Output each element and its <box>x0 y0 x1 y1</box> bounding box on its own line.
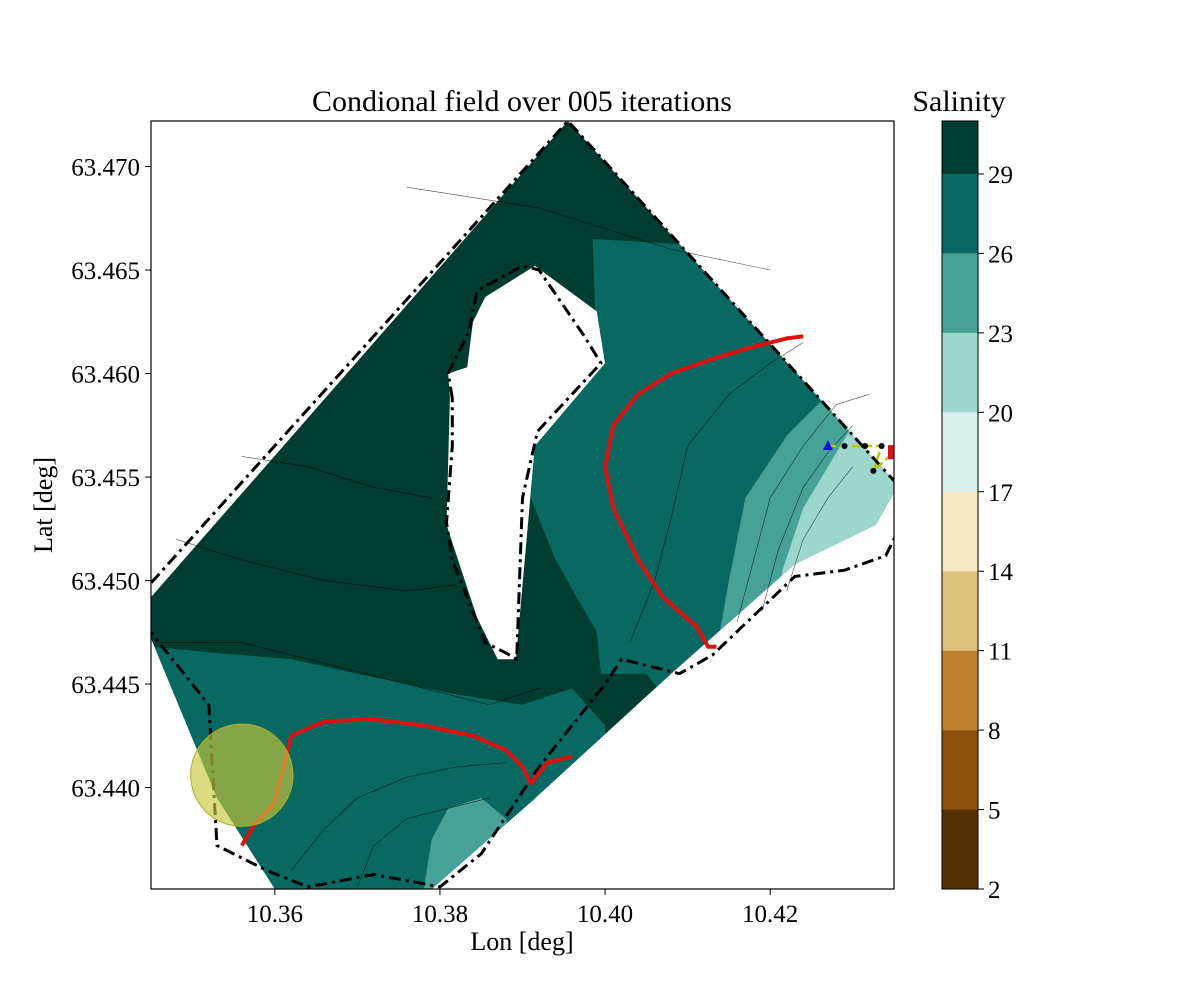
colorbar-label: Salinity <box>912 85 1005 118</box>
isoline-9 <box>406 186 771 271</box>
trajectory <box>822 440 894 475</box>
field-regions <box>151 121 894 889</box>
colorbar: 2 5 8 11 14 17 20 23 26 29 <box>941 120 1014 904</box>
x-tick-label-0: 10.36 <box>247 901 303 928</box>
colorbar-level-5 <box>942 412 978 492</box>
isoline-5 <box>357 797 490 888</box>
colorbar-level-8 <box>942 173 978 254</box>
x-axis-label: Lon [deg] <box>470 927 573 956</box>
y-tick-label-0: 63.440 <box>71 776 140 803</box>
colorbar-tick-label-6: 20 <box>988 400 1013 427</box>
colorbar-level-2 <box>942 650 978 731</box>
trajectory-waypoint-1 <box>862 443 869 450</box>
colorbar-tick-label-3: 11 <box>988 639 1012 666</box>
isoline-6 <box>159 642 540 706</box>
y-tick-label-5: 63.465 <box>71 258 140 285</box>
trajectory-start-marker <box>822 440 833 451</box>
plot-area <box>151 121 894 889</box>
colorbar-level-6 <box>942 332 978 413</box>
colorbar-level-0 <box>942 809 978 889</box>
isoline-2 <box>761 425 853 612</box>
isoline-4 <box>291 762 507 871</box>
colorbar-level-1 <box>942 730 978 810</box>
y-tick-label-3: 63.455 <box>71 465 140 492</box>
colorbar-level-7 <box>942 253 978 333</box>
colorbar-tick-label-4: 14 <box>988 559 1014 586</box>
x-tick-label-2: 10.40 <box>577 901 633 928</box>
trajectory-end-marker <box>888 445 894 460</box>
colorbar-tick-label-7: 23 <box>988 321 1013 348</box>
colorbar-level-9 <box>942 121 978 174</box>
isoline-8 <box>241 456 432 499</box>
contour-isolines <box>159 186 870 888</box>
y-tick-label-1: 63.445 <box>71 672 140 699</box>
colorbar-tick-label-5: 17 <box>988 480 1013 507</box>
colorbar-level-4 <box>942 491 978 572</box>
salinity-fill <box>151 121 894 889</box>
x-axis-ticks: 10.36 10.38 10.40 10.42 <box>247 889 798 928</box>
colorbar-tick-label-0: 2 <box>988 877 1001 904</box>
x-tick-label-1: 10.38 <box>412 901 468 928</box>
trajectory-waypoint-3 <box>870 467 877 474</box>
threshold-contour-0 <box>603 334 804 649</box>
colorbar-tick-label-1: 5 <box>988 798 1001 825</box>
x-tick-label-3: 10.42 <box>742 901 798 928</box>
colorbar-tick-label-8: 26 <box>988 241 1013 268</box>
island-boundary <box>444 264 603 662</box>
trajectory-waypoint-2 <box>878 443 885 450</box>
y-axis-label: Lat [deg] <box>29 457 58 553</box>
axes-frame <box>150 120 895 890</box>
chart-title: Condional field over 005 iterations <box>312 85 732 118</box>
isoline-3 <box>786 466 853 591</box>
circle-layer <box>190 723 294 827</box>
isoline-1 <box>736 394 870 623</box>
y-tick-label-2: 63.450 <box>71 569 140 596</box>
colorbar-level-3 <box>942 571 978 651</box>
y-tick-label-6: 63.470 <box>71 155 140 182</box>
colorbar-tick-label-2: 8 <box>988 718 1001 745</box>
trajectory-waypoint-0 <box>841 443 848 450</box>
y-tick-label-4: 63.460 <box>71 362 140 389</box>
colorbar-tick-label-9: 29 <box>988 162 1013 189</box>
region-circle <box>190 723 294 827</box>
colorbar-frame <box>941 120 979 890</box>
isoline-7 <box>175 538 457 592</box>
y-axis-ticks: 63.440 63.445 63.450 63.455 63.460 63.465 63.4… <box>71 155 151 803</box>
isoline-0 <box>629 342 804 643</box>
